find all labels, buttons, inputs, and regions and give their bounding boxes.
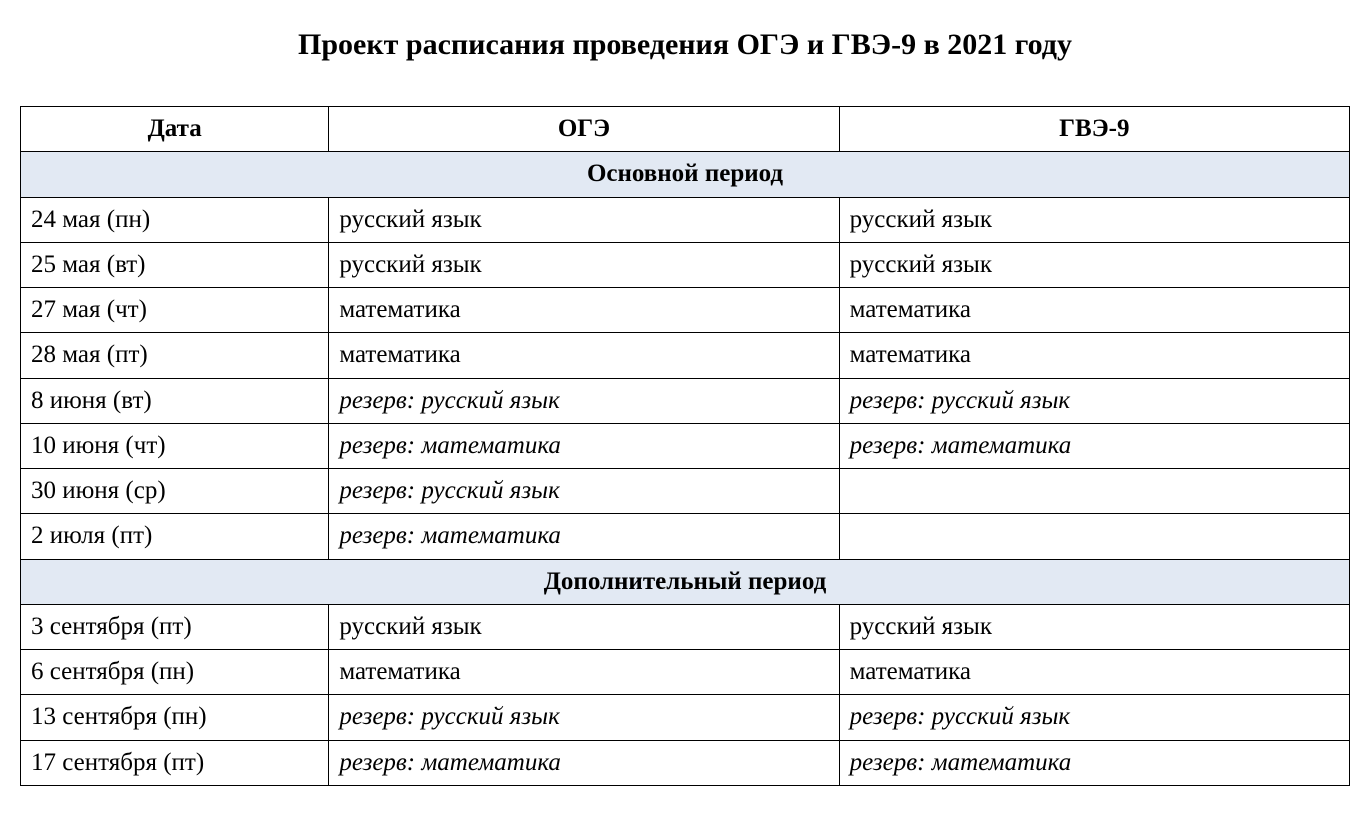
cell-date: 2 июля (пт) xyxy=(21,514,329,559)
cell-gve: резерв: русский язык xyxy=(839,695,1349,740)
cell-oge: русский язык xyxy=(329,604,839,649)
col-header-gve: ГВЭ-9 xyxy=(839,107,1349,152)
section-header: Основной период xyxy=(21,152,1350,197)
cell-date: 24 мая (пн) xyxy=(21,197,329,242)
cell-gve: математика xyxy=(839,333,1349,378)
schedule-table: Дата ОГЭ ГВЭ-9 Основной период24 мая (пн… xyxy=(20,106,1350,786)
cell-date: 28 мая (пт) xyxy=(21,333,329,378)
cell-gve: математика xyxy=(839,650,1349,695)
cell-oge: математика xyxy=(329,288,839,333)
cell-oge: резерв: математика xyxy=(329,423,839,468)
cell-date: 8 июня (вт) xyxy=(21,378,329,423)
cell-oge: резерв: русский язык xyxy=(329,695,839,740)
table-row: 8 июня (вт)резерв: русский языкрезерв: р… xyxy=(21,378,1350,423)
table-row: 13 сентября (пн)резерв: русский языкрезе… xyxy=(21,695,1350,740)
col-header-date: Дата xyxy=(21,107,329,152)
cell-date: 30 июня (ср) xyxy=(21,469,329,514)
table-row: 10 июня (чт)резерв: математикарезерв: ма… xyxy=(21,423,1350,468)
cell-gve: резерв: математика xyxy=(839,423,1349,468)
cell-gve: математика xyxy=(839,288,1349,333)
table-row: 17 сентября (пт)резерв: математикарезерв… xyxy=(21,740,1350,785)
cell-gve: резерв: русский язык xyxy=(839,378,1349,423)
cell-date: 6 сентября (пн) xyxy=(21,650,329,695)
table-row: 30 июня (ср)резерв: русский язык xyxy=(21,469,1350,514)
cell-oge: резерв: математика xyxy=(329,740,839,785)
cell-gve xyxy=(839,469,1349,514)
col-header-oge: ОГЭ xyxy=(329,107,839,152)
section-label: Основной период xyxy=(21,152,1350,197)
section-header: Дополнительный период xyxy=(21,559,1350,604)
section-label: Дополнительный период xyxy=(21,559,1350,604)
cell-oge: резерв: русский язык xyxy=(329,378,839,423)
cell-date: 25 мая (вт) xyxy=(21,242,329,287)
cell-date: 17 сентября (пт) xyxy=(21,740,329,785)
cell-oge: математика xyxy=(329,333,839,378)
page-title: Проект расписания проведения ОГЭ и ГВЭ-9… xyxy=(20,28,1350,62)
cell-gve: русский язык xyxy=(839,197,1349,242)
cell-date: 10 июня (чт) xyxy=(21,423,329,468)
cell-date: 3 сентября (пт) xyxy=(21,604,329,649)
cell-gve: русский язык xyxy=(839,242,1349,287)
cell-gve xyxy=(839,514,1349,559)
cell-gve: резерв: математика xyxy=(839,740,1349,785)
cell-oge: резерв: математика xyxy=(329,514,839,559)
table-row: 2 июля (пт)резерв: математика xyxy=(21,514,1350,559)
table-row: 6 сентября (пн)математикаматематика xyxy=(21,650,1350,695)
table-row: 3 сентября (пт)русский языкрусский язык xyxy=(21,604,1350,649)
table-row: 28 мая (пт)математикаматематика xyxy=(21,333,1350,378)
cell-oge: русский язык xyxy=(329,197,839,242)
table-row: 27 мая (чт)математикаматематика xyxy=(21,288,1350,333)
cell-oge: резерв: русский язык xyxy=(329,469,839,514)
table-row: 25 мая (вт)русский языкрусский язык xyxy=(21,242,1350,287)
cell-gve: русский язык xyxy=(839,604,1349,649)
cell-date: 13 сентября (пн) xyxy=(21,695,329,740)
cell-date: 27 мая (чт) xyxy=(21,288,329,333)
cell-oge: русский язык xyxy=(329,242,839,287)
table-header-row: Дата ОГЭ ГВЭ-9 xyxy=(21,107,1350,152)
cell-oge: математика xyxy=(329,650,839,695)
table-row: 24 мая (пн)русский языкрусский язык xyxy=(21,197,1350,242)
